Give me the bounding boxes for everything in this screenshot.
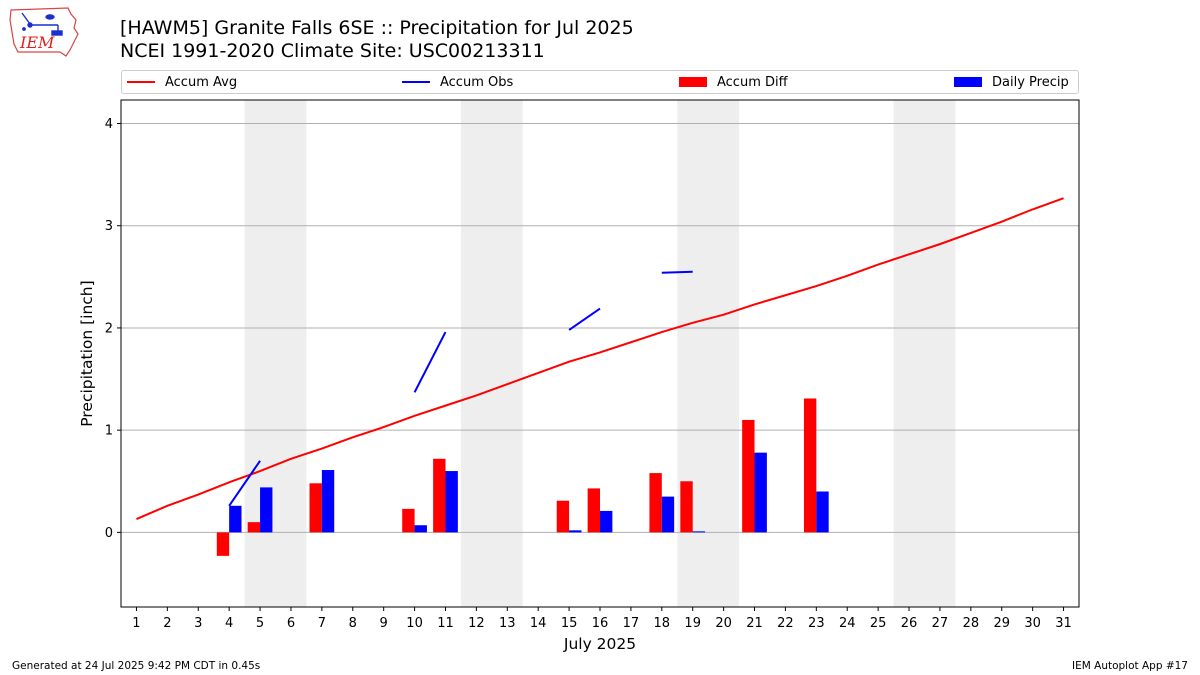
x-tick-label: 24 bbox=[839, 616, 856, 631]
accum-diff-bar-day-5 bbox=[248, 522, 260, 532]
weekend-band-4 bbox=[894, 100, 956, 607]
daily-precip-bar-day-10 bbox=[415, 525, 427, 532]
x-tick-label: 2 bbox=[163, 616, 171, 631]
y-tick-label: 0 bbox=[105, 526, 113, 541]
weekend-band-2 bbox=[461, 100, 523, 607]
x-tick-label: 15 bbox=[561, 616, 578, 631]
y-axis-label: Precipitation [inch] bbox=[78, 280, 96, 426]
daily-precip-bar-day-23 bbox=[816, 491, 828, 532]
x-tick-label: 5 bbox=[256, 616, 264, 631]
accum-diff-bar-day-15 bbox=[557, 501, 569, 533]
generated-timestamp: Generated at 24 Jul 2025 9:42 PM CDT in … bbox=[12, 660, 260, 672]
accum-obs-segment-2 bbox=[415, 332, 446, 392]
x-tick-label: 11 bbox=[437, 616, 454, 631]
x-tick-label: 7 bbox=[318, 616, 326, 631]
y-tick-label: 1 bbox=[105, 424, 113, 439]
x-axis-label: July 2025 bbox=[563, 635, 636, 653]
x-tick-label: 21 bbox=[746, 616, 763, 631]
x-tick-label: 26 bbox=[901, 616, 918, 631]
daily-precip-bar-day-5 bbox=[260, 487, 272, 532]
x-tick-label: 23 bbox=[808, 616, 825, 631]
accum-diff-bar-day-18 bbox=[649, 473, 661, 532]
y-tick-label: 4 bbox=[105, 117, 113, 132]
daily-precip-bar-day-19 bbox=[693, 531, 705, 532]
daily-precip-bar-day-16 bbox=[600, 511, 612, 532]
x-tick-label: 14 bbox=[530, 616, 547, 631]
daily-precip-bar-day-15 bbox=[569, 530, 581, 532]
accum-obs-segment-4 bbox=[662, 272, 693, 273]
x-tick-label: 4 bbox=[225, 616, 233, 631]
daily-precip-bar-day-4 bbox=[229, 506, 241, 533]
accum-diff-bar-day-4 bbox=[217, 532, 229, 556]
x-tick-label: 13 bbox=[499, 616, 516, 631]
x-tick-label: 30 bbox=[1024, 616, 1041, 631]
daily-precip-bar-day-7 bbox=[322, 470, 334, 532]
accum-diff-bar-day-23 bbox=[804, 398, 816, 532]
x-tick-label: 19 bbox=[684, 616, 701, 631]
x-tick-label: 20 bbox=[715, 616, 732, 631]
x-tick-label: 29 bbox=[993, 616, 1010, 631]
x-tick-label: 22 bbox=[777, 616, 794, 631]
x-tick-label: 10 bbox=[406, 616, 423, 631]
x-tick-label: 25 bbox=[870, 616, 887, 631]
x-tick-label: 16 bbox=[592, 616, 609, 631]
x-tick-label: 8 bbox=[349, 616, 357, 631]
y-tick-label: 2 bbox=[105, 321, 113, 336]
x-tick-label: 18 bbox=[654, 616, 671, 631]
x-tick-label: 3 bbox=[194, 616, 202, 631]
accum-diff-bar-day-7 bbox=[310, 483, 322, 532]
accum-diff-bar-day-16 bbox=[588, 488, 600, 532]
accum-diff-bar-day-11 bbox=[433, 459, 445, 533]
x-tick-label: 17 bbox=[623, 616, 640, 631]
x-tick-label: 28 bbox=[963, 616, 980, 631]
accum-obs-segment-3 bbox=[569, 309, 600, 330]
app-credit: IEM Autoplot App #17 bbox=[1072, 660, 1188, 672]
accum-diff-bar-day-19 bbox=[680, 481, 692, 532]
precipitation-chart: 1 2 3 4 5 6 7 8 9 10 11 12 13 14 15 16 17 18 19 20 21 22 23 24 2… bbox=[0, 0, 1200, 675]
daily-precip-bar-day-21 bbox=[755, 453, 767, 533]
daily-precip-bar-day-11 bbox=[445, 471, 457, 532]
accum-diff-bar-day-21 bbox=[742, 420, 754, 532]
x-tick-label: 31 bbox=[1055, 616, 1072, 631]
x-tick-label: 27 bbox=[932, 616, 949, 631]
y-tick-label: 3 bbox=[105, 219, 113, 234]
x-tick-label: 1 bbox=[132, 616, 140, 631]
daily-precip-bar-day-18 bbox=[662, 497, 674, 533]
accum-diff-bar-day-10 bbox=[402, 509, 414, 533]
x-tick-label: 9 bbox=[380, 616, 388, 631]
x-tick-label: 6 bbox=[287, 616, 295, 631]
x-tick-label: 12 bbox=[468, 616, 485, 631]
